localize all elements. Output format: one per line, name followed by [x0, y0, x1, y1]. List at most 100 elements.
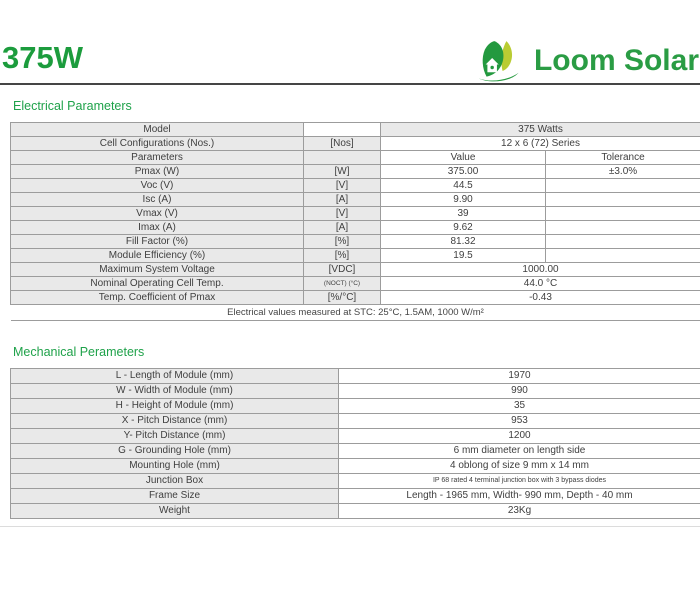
param-value: 9.90: [380, 192, 546, 207]
param-value: 44.5: [380, 178, 546, 193]
stc-footnote: Electrical values measured at STC: 25°C,…: [10, 304, 700, 321]
model-row: Model 375 Watts: [10, 122, 700, 137]
datasheet-page: 375W Loom Solar Electrical Parameters Mo…: [0, 0, 700, 527]
param-label: Nominal Operating Cell Temp.: [10, 276, 304, 291]
param-unit-empty: [303, 122, 381, 137]
table-row: H - Height of Module (mm) 35: [10, 398, 700, 414]
param-value: 9.62: [380, 220, 546, 235]
param-value: 81.32: [380, 234, 546, 249]
param-label: Isc (A): [10, 192, 304, 207]
param-unit: (NOCT) (°C): [303, 276, 381, 291]
mechanical-section-heading: Mechanical Perameters: [13, 345, 145, 359]
param-unit-empty: [303, 150, 381, 165]
param-unit: [VDC]: [303, 262, 381, 277]
param-label: Model: [10, 122, 304, 137]
brand-logo: Loom Solar: [477, 40, 699, 82]
table-row: W - Width of Module (mm) 990: [10, 383, 700, 399]
table-row: Fill Factor (%) [%] 81.32: [10, 234, 700, 249]
electrical-parameters-table: Model 375 Watts Cell Configurations (Nos…: [10, 122, 700, 321]
value-column-header: Value: [380, 150, 546, 165]
table-row: Mounting Hole (mm) 4 oblong of size 9 mm…: [10, 458, 700, 474]
param-label: Parameters: [10, 150, 304, 165]
param-value: 1200: [338, 428, 700, 444]
param-label: Vmax (V): [10, 206, 304, 221]
param-value: 953: [338, 413, 700, 429]
param-unit: [Nos]: [303, 136, 381, 151]
param-label: H - Height of Module (mm): [10, 398, 339, 414]
table-row: Maximum System Voltage [VDC] 1000.00: [10, 262, 700, 277]
brand-name: Loom Solar: [533, 44, 699, 77]
param-label: Imax (A): [10, 220, 304, 235]
param-label: Pmax (W): [10, 164, 304, 179]
param-label: Y- Pitch Distance (mm): [10, 428, 339, 444]
param-label: L - Length of Module (mm): [10, 368, 339, 384]
table-row: Y- Pitch Distance (mm) 1200: [10, 428, 700, 444]
param-unit: [%/°C]: [303, 290, 381, 305]
table-row: Voc (V) [V] 44.5: [10, 178, 700, 193]
param-label: Module Efficiency (%): [10, 248, 304, 263]
param-label: Mounting Hole (mm): [10, 458, 339, 474]
cell-config-row: Cell Configurations (Nos.) [Nos] 12 x 6 …: [10, 136, 700, 151]
param-value: 375.00: [380, 164, 546, 179]
param-label: Temp. Coefficient of Pmax: [10, 290, 304, 305]
table-row: Pmax (W) [W] 375.00 ±3.0%: [10, 164, 700, 179]
param-label: Maximum System Voltage: [10, 262, 304, 277]
param-label: Cell Configurations (Nos.): [10, 136, 304, 151]
page-header: 375W Loom Solar: [0, 0, 700, 85]
stc-footnote-row: Electrical values measured at STC: 25°C,…: [10, 304, 700, 321]
param-tolerance: [545, 220, 700, 235]
param-label: Fill Factor (%): [10, 234, 304, 249]
param-value: 19.5: [380, 248, 546, 263]
param-value: 35: [338, 398, 700, 414]
mechanical-parameters-table: L - Length of Module (mm) 1970 W - Width…: [10, 368, 700, 519]
param-label: W - Width of Module (mm): [10, 383, 339, 399]
param-label: X - Pitch Distance (mm): [10, 413, 339, 429]
param-value: 23Kg: [338, 503, 700, 519]
table-row: Frame Size Length - 1965 mm, Width- 990 …: [10, 488, 700, 504]
param-value: 375 Watts: [380, 122, 700, 137]
param-label: G - Grounding Hole (mm): [10, 443, 339, 459]
table-row: Vmax (V) [V] 39: [10, 206, 700, 221]
section-divider: [0, 526, 700, 527]
param-unit: [V]: [303, 178, 381, 193]
columns-header-row: Parameters Value Tolerance: [10, 150, 700, 165]
param-value: Length - 1965 mm, Width- 990 mm, Depth -…: [338, 488, 700, 504]
param-value: 990: [338, 383, 700, 399]
param-value: 39: [380, 206, 546, 221]
param-label: Voc (V): [10, 178, 304, 193]
param-tolerance: [545, 178, 700, 193]
table-row: Nominal Operating Cell Temp. (NOCT) (°C)…: [10, 276, 700, 291]
loom-solar-leaf-icon: [478, 41, 519, 82]
param-value: -0.43: [380, 290, 700, 305]
table-row: Weight 23Kg: [10, 503, 700, 519]
table-row: Isc (A) [A] 9.90: [10, 192, 700, 207]
electrical-section-heading: Electrical Parameters: [13, 99, 132, 113]
param-value: 6 mm diameter on length side: [338, 443, 700, 459]
param-unit: [%]: [303, 234, 381, 249]
param-tolerance: [545, 192, 700, 207]
param-unit: [W]: [303, 164, 381, 179]
param-tolerance: [545, 234, 700, 249]
param-value: 1970: [338, 368, 700, 384]
param-value: 1000.00: [380, 262, 700, 277]
param-tolerance: [545, 248, 700, 263]
param-value: 44.0 °C: [380, 276, 700, 291]
wattage-title: 375W: [2, 40, 83, 75]
param-label: Junction Box: [10, 473, 339, 489]
param-label: Frame Size: [10, 488, 339, 504]
tolerance-column-header: Tolerance: [545, 150, 700, 165]
table-row: Module Efficiency (%) [%] 19.5: [10, 248, 700, 263]
param-unit: [%]: [303, 248, 381, 263]
table-row: Junction Box IP 68 rated 4 terminal junc…: [10, 473, 700, 489]
param-value: 4 oblong of size 9 mm x 14 mm: [338, 458, 700, 474]
table-row: X - Pitch Distance (mm) 953: [10, 413, 700, 429]
table-row: G - Grounding Hole (mm) 6 mm diameter on…: [10, 443, 700, 459]
param-tolerance: ±3.0%: [545, 164, 700, 179]
table-row: Imax (A) [A] 9.62: [10, 220, 700, 235]
table-row: L - Length of Module (mm) 1970: [10, 368, 700, 384]
param-unit: [A]: [303, 192, 381, 207]
param-label: Weight: [10, 503, 339, 519]
param-unit: [V]: [303, 206, 381, 221]
param-value: 12 x 6 (72) Series: [380, 136, 700, 151]
table-row: Temp. Coefficient of Pmax [%/°C] -0.43: [10, 290, 700, 305]
